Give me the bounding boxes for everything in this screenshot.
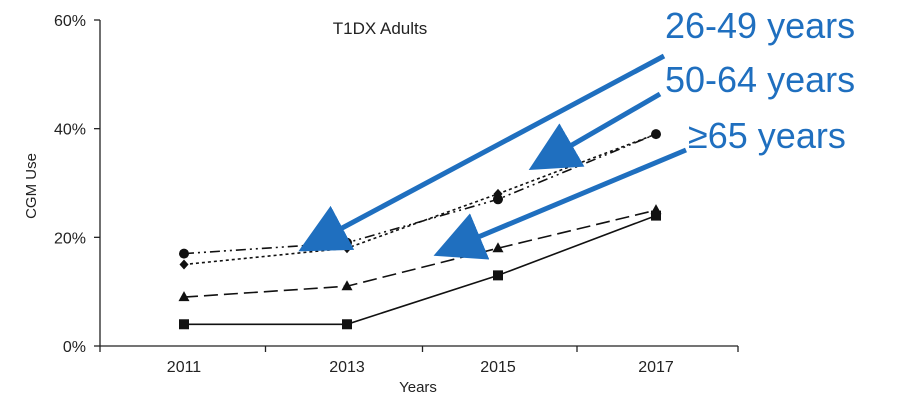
y-tick-label: 0%	[63, 339, 86, 356]
x-axis-title: Years	[399, 379, 437, 396]
data-point-diamond	[493, 188, 503, 199]
data-point-triangle	[341, 280, 353, 291]
data-point-triangle	[178, 291, 190, 302]
arrow-26-49	[298, 53, 666, 252]
annotation-65-plus: ≥65 years	[688, 115, 846, 156]
series-line	[183, 209, 657, 298]
y-tick-label: 20%	[54, 230, 86, 247]
x-tick-label: 2013	[329, 359, 365, 376]
arrow-65-plus	[433, 147, 687, 260]
data-point-square	[651, 210, 661, 221]
chart-title: T1DX Adults	[333, 19, 428, 38]
y-tick-label: 40%	[54, 122, 86, 139]
data-point-square	[179, 319, 189, 330]
data-point-square	[342, 319, 352, 330]
x-tick-label: 2015	[480, 359, 516, 376]
series-triangle	[178, 204, 662, 302]
x-tick-label: 2011	[167, 359, 202, 376]
annotation-26-49: 26-49 years	[665, 5, 855, 46]
series-circle	[179, 129, 661, 259]
data-point-circle	[179, 248, 189, 259]
x-tick-label: 2017	[638, 359, 674, 376]
data-point-diamond	[651, 129, 661, 140]
arrow-50-64	[528, 91, 662, 171]
data-point-square	[493, 270, 503, 281]
data-point-diamond	[179, 259, 189, 270]
series-line	[184, 214, 657, 326]
annotation-50-64: 50-64 years	[665, 59, 855, 100]
data-point-circle	[493, 194, 503, 205]
data-point-triangle	[492, 242, 504, 253]
y-axis-title: CGM Use	[23, 153, 40, 219]
series-square	[179, 210, 661, 330]
series-line	[183, 133, 657, 266]
y-tick-label: 60%	[54, 13, 86, 30]
